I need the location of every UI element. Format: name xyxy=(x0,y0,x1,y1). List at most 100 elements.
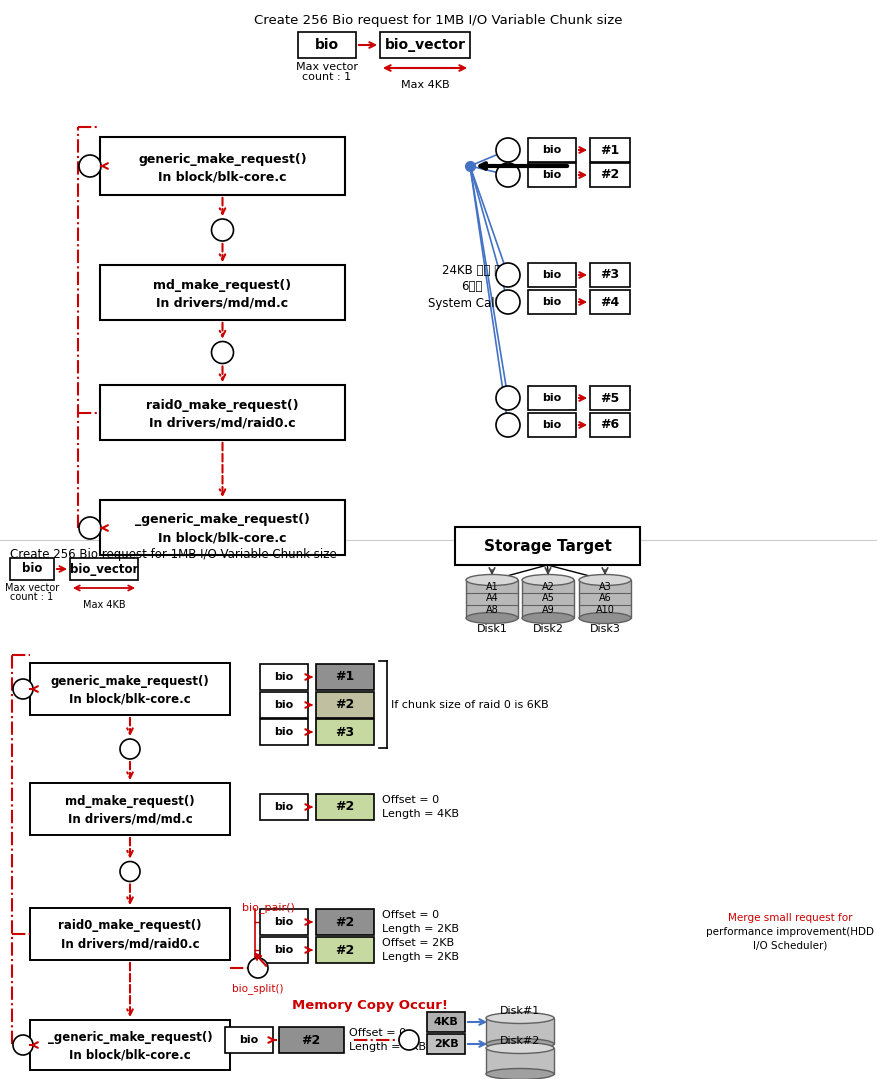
Text: bio: bio xyxy=(542,297,561,308)
Text: md_make_request(): md_make_request() xyxy=(153,278,291,291)
FancyBboxPatch shape xyxy=(260,719,308,745)
Text: A4: A4 xyxy=(486,593,498,603)
FancyBboxPatch shape xyxy=(522,581,574,618)
Text: bio: bio xyxy=(542,393,561,402)
Text: #2: #2 xyxy=(302,1034,321,1047)
Text: In block/blk-core.c: In block/blk-core.c xyxy=(158,532,287,545)
Text: In block/blk-core.c: In block/blk-core.c xyxy=(158,170,287,183)
Circle shape xyxy=(79,155,101,177)
Text: #2: #2 xyxy=(335,698,354,711)
FancyBboxPatch shape xyxy=(298,32,356,58)
Text: 4: 4 xyxy=(86,521,95,534)
Text: A6: A6 xyxy=(599,593,611,603)
Text: Offset = 0: Offset = 0 xyxy=(382,795,439,805)
Text: Memory Copy Occur!: Memory Copy Occur! xyxy=(292,998,448,1011)
Circle shape xyxy=(496,386,520,410)
Text: A1: A1 xyxy=(486,582,498,592)
Circle shape xyxy=(496,413,520,437)
FancyBboxPatch shape xyxy=(455,527,640,565)
Text: performance improvement(HDD: performance improvement(HDD xyxy=(706,927,874,937)
Text: Max 4KB: Max 4KB xyxy=(401,80,449,90)
FancyBboxPatch shape xyxy=(590,138,630,162)
Text: Create 256 Bio request for 1MB I/O Variable Chunk size: Create 256 Bio request for 1MB I/O Varia… xyxy=(10,548,337,561)
Text: #2: #2 xyxy=(335,801,354,814)
Text: #1: #1 xyxy=(601,144,620,156)
Text: bio: bio xyxy=(542,145,561,155)
Text: I/O Scheduler): I/O Scheduler) xyxy=(752,941,827,951)
Text: bio: bio xyxy=(275,802,294,812)
Text: count : 1: count : 1 xyxy=(11,592,53,602)
FancyBboxPatch shape xyxy=(100,137,345,195)
Text: _generic_make_request(): _generic_make_request() xyxy=(135,514,310,527)
FancyBboxPatch shape xyxy=(30,1020,230,1070)
Ellipse shape xyxy=(466,574,518,586)
FancyBboxPatch shape xyxy=(70,558,138,581)
FancyBboxPatch shape xyxy=(528,138,576,162)
Text: 24KB 요청 시: 24KB 요청 시 xyxy=(442,263,502,276)
FancyBboxPatch shape xyxy=(528,413,576,437)
Text: 5: 5 xyxy=(19,1040,27,1050)
Text: 6: 6 xyxy=(405,1035,413,1044)
Text: #5: #5 xyxy=(601,392,620,405)
Text: Disk3: Disk3 xyxy=(589,624,620,634)
Text: A8: A8 xyxy=(486,604,498,615)
Text: #6: #6 xyxy=(601,419,619,432)
FancyBboxPatch shape xyxy=(316,692,374,718)
Circle shape xyxy=(399,1030,419,1050)
Text: count : 1: count : 1 xyxy=(303,72,352,82)
FancyBboxPatch shape xyxy=(10,558,54,581)
Circle shape xyxy=(496,290,520,314)
Ellipse shape xyxy=(579,613,631,624)
Circle shape xyxy=(13,1035,33,1055)
Text: F: F xyxy=(504,420,512,431)
Text: Offset = 0: Offset = 0 xyxy=(349,1028,406,1038)
Text: Max 4KB: Max 4KB xyxy=(82,600,125,610)
Text: In block/blk-core.c: In block/blk-core.c xyxy=(69,693,191,706)
FancyBboxPatch shape xyxy=(30,783,230,835)
Text: bio: bio xyxy=(275,727,294,737)
Text: 4KB: 4KB xyxy=(433,1017,459,1027)
Text: 6번의: 6번의 xyxy=(461,279,482,292)
Text: generic_make_request(): generic_make_request() xyxy=(51,674,210,687)
Text: #3: #3 xyxy=(601,269,619,282)
FancyBboxPatch shape xyxy=(260,794,308,820)
Text: Merge small request for: Merge small request for xyxy=(728,913,852,923)
Circle shape xyxy=(120,739,140,759)
Circle shape xyxy=(79,517,101,540)
Ellipse shape xyxy=(522,574,574,586)
Text: 4: 4 xyxy=(19,684,27,694)
FancyBboxPatch shape xyxy=(316,909,374,935)
Text: _generic_make_request(): _generic_make_request() xyxy=(47,1032,212,1044)
FancyBboxPatch shape xyxy=(427,1034,465,1054)
FancyBboxPatch shape xyxy=(100,385,345,440)
FancyBboxPatch shape xyxy=(466,581,518,618)
FancyBboxPatch shape xyxy=(279,1027,344,1053)
FancyBboxPatch shape xyxy=(260,909,308,935)
FancyBboxPatch shape xyxy=(316,794,374,820)
Text: #2: #2 xyxy=(601,168,620,181)
Text: 2: 2 xyxy=(126,866,134,876)
FancyBboxPatch shape xyxy=(590,413,630,437)
Text: A3: A3 xyxy=(599,582,611,592)
FancyBboxPatch shape xyxy=(590,386,630,410)
Circle shape xyxy=(496,138,520,162)
Text: Disk1: Disk1 xyxy=(476,624,508,634)
Text: bio: bio xyxy=(275,917,294,927)
Text: #2: #2 xyxy=(335,915,354,929)
Text: If chunk size of raid 0 is 6KB: If chunk size of raid 0 is 6KB xyxy=(391,699,549,710)
FancyBboxPatch shape xyxy=(260,937,308,962)
Text: bio: bio xyxy=(275,672,294,682)
Ellipse shape xyxy=(486,1012,554,1024)
Text: In drivers/md/raid0.c: In drivers/md/raid0.c xyxy=(61,938,199,951)
FancyBboxPatch shape xyxy=(486,1048,554,1074)
FancyBboxPatch shape xyxy=(590,290,630,314)
Text: Disk#1: Disk#1 xyxy=(500,1006,540,1016)
Text: Length = 2KB: Length = 2KB xyxy=(382,952,459,962)
Text: A: A xyxy=(503,145,512,155)
FancyBboxPatch shape xyxy=(528,263,576,287)
Text: In drivers/md/raid0.c: In drivers/md/raid0.c xyxy=(149,416,296,429)
Text: bio: bio xyxy=(542,170,561,180)
Text: In drivers/md/md.c: In drivers/md/md.c xyxy=(68,812,192,825)
Text: Offset = 0: Offset = 0 xyxy=(382,910,439,920)
Ellipse shape xyxy=(486,1068,554,1079)
